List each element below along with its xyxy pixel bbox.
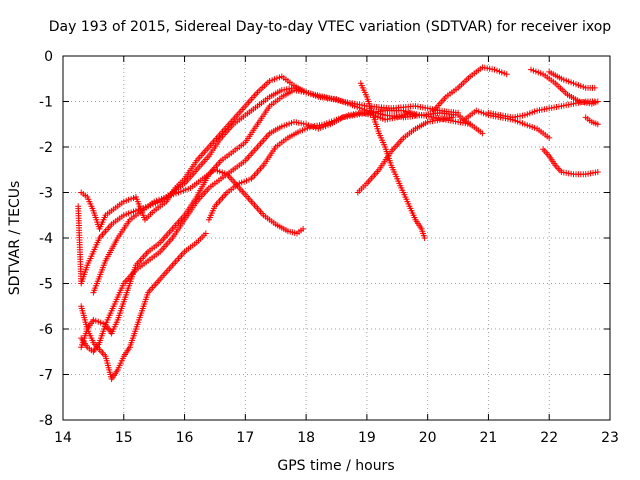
- x-tick-label: 22: [540, 430, 558, 446]
- satellite-track-3: [78, 107, 419, 355]
- satellite-track-15: [540, 146, 601, 178]
- grid: [63, 56, 610, 420]
- data-point-marker: [479, 130, 486, 137]
- satellite-track-6: [90, 166, 307, 296]
- y-tick-label: -1: [39, 95, 53, 111]
- data-point-marker: [300, 225, 307, 232]
- satellite-track-10: [430, 64, 510, 114]
- x-tick-label: 19: [358, 430, 376, 446]
- x-tick-label: 16: [176, 430, 194, 446]
- data-point-marker: [421, 235, 428, 241]
- satellite-track-5: [78, 230, 209, 382]
- y-axis-label: SDTVAR / TECUs: [7, 181, 23, 296]
- x-tick-label: 17: [236, 430, 254, 446]
- data-point-marker: [202, 230, 209, 237]
- data-point-marker: [455, 109, 462, 116]
- chart-title: Day 193 of 2015, Sidereal Day-to-day VTE…: [49, 19, 612, 35]
- satellite-track-13: [528, 66, 601, 107]
- x-tick-label: 20: [419, 430, 437, 446]
- y-tick-label: -6: [39, 322, 53, 338]
- satellite-track-16: [582, 114, 601, 128]
- x-tick-label: 23: [601, 430, 619, 446]
- x-tick-label: 15: [115, 430, 133, 446]
- data-point-marker: [594, 169, 601, 175]
- y-tick-label: 0: [44, 49, 53, 65]
- plot-area: [75, 64, 601, 382]
- data-point-marker: [594, 98, 601, 105]
- satellite-track-7: [205, 109, 474, 223]
- y-tick-label: -5: [39, 277, 53, 293]
- satellite-track-8: [354, 114, 455, 196]
- data-point-marker: [546, 134, 553, 141]
- axis-ticks: 14 15 16 17 18 19 20 21 22 23 0 -1 -2 -3 -4 -5 -6 -7 -8: [39, 49, 619, 446]
- x-tick-label: 14: [54, 430, 72, 446]
- data-point-marker: [594, 121, 601, 128]
- data-point-marker: [503, 71, 510, 78]
- satellite-track-9: [357, 80, 428, 241]
- data-point-marker: [467, 121, 474, 128]
- y-tick-label: -2: [39, 140, 53, 156]
- x-axis-label: GPS time / hours: [277, 458, 394, 474]
- x-tick-label: 18: [297, 430, 315, 446]
- y-tick-label: -7: [39, 368, 53, 384]
- data-point-marker: [449, 114, 455, 121]
- satellite-track-11: [461, 107, 553, 141]
- y-tick-label: -4: [39, 231, 53, 247]
- data-point-marker: [303, 89, 310, 96]
- data-point-marker: [591, 84, 598, 91]
- satellite-track-14: [546, 68, 598, 91]
- x-tick-label: 21: [480, 430, 498, 446]
- y-tick-label: -3: [39, 186, 53, 202]
- y-tick-label: -8: [39, 413, 53, 429]
